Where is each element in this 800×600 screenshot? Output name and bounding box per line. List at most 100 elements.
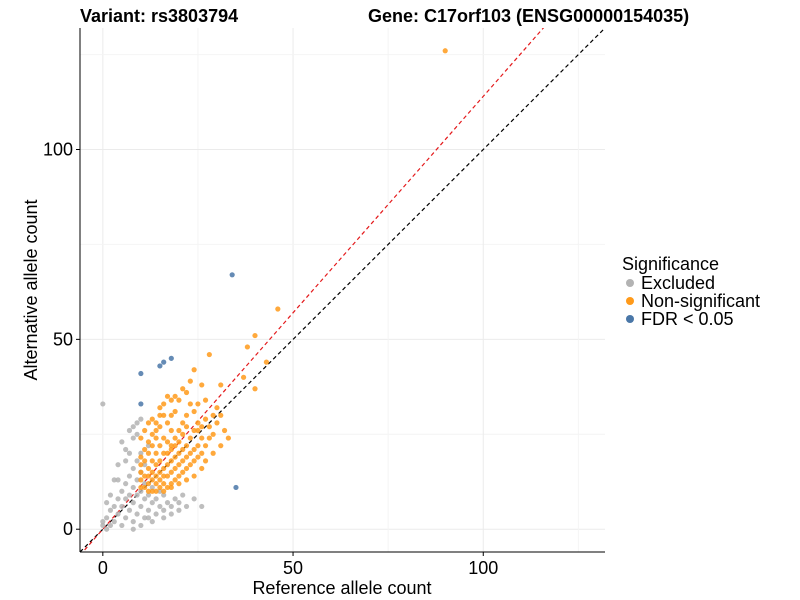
point-non-significant (172, 465, 178, 472)
point-non-significant (157, 405, 163, 411)
x-tick-label: 100 (468, 558, 498, 578)
point-non-significant (199, 382, 205, 388)
point-non-significant (202, 397, 209, 403)
point-excluded (130, 424, 136, 430)
point-excluded (180, 492, 186, 498)
point-non-significant (149, 488, 155, 494)
point-non-significant (168, 443, 174, 449)
point-non-significant (195, 420, 201, 426)
point-non-significant (157, 412, 163, 418)
point-fdr-0-05 (161, 359, 167, 365)
point-non-significant (161, 473, 167, 479)
point-non-significant (138, 484, 144, 491)
x-tick-label: 0 (98, 558, 108, 578)
point-fdr-0-05 (229, 272, 235, 278)
point-non-significant (206, 351, 212, 358)
point-non-significant (145, 420, 152, 426)
point-non-significant (176, 473, 182, 479)
point-non-significant (218, 412, 224, 418)
point-excluded (161, 515, 167, 521)
point-excluded (130, 500, 136, 506)
point-non-significant (206, 435, 212, 441)
point-non-significant (187, 435, 193, 441)
point-non-significant (138, 469, 144, 475)
point-excluded (111, 503, 117, 510)
point-non-significant (172, 393, 178, 399)
data-points (100, 48, 448, 532)
point-non-significant (187, 401, 193, 407)
point-non-significant (145, 488, 152, 494)
point-fdr-0-05 (138, 401, 144, 407)
point-non-significant (138, 454, 144, 460)
point-non-significant (149, 431, 155, 437)
point-non-significant (183, 412, 190, 418)
point-non-significant (153, 481, 159, 487)
point-non-significant (161, 412, 167, 418)
point-non-significant (176, 450, 182, 456)
point-non-significant (142, 473, 148, 479)
point-excluded (126, 507, 133, 513)
point-non-significant (221, 427, 228, 434)
point-non-significant (183, 443, 190, 449)
x-tick-label: 50 (283, 558, 303, 578)
y-axis-ticks: 0 50 100 (43, 140, 80, 539)
point-excluded (134, 420, 140, 426)
point-excluded (149, 484, 155, 491)
legend-swatch (626, 279, 634, 287)
point-excluded (115, 496, 121, 502)
point-excluded (126, 427, 133, 434)
legend-label: FDR < 0.05 (641, 309, 734, 329)
point-excluded (157, 503, 163, 510)
legend-swatch (626, 315, 634, 323)
point-non-significant (164, 420, 171, 426)
point-excluded (149, 519, 155, 525)
x-axis-title: Reference allele count (252, 578, 431, 598)
point-excluded (119, 488, 125, 494)
point-excluded (107, 507, 114, 513)
point-excluded (138, 416, 144, 422)
point-non-significant (187, 462, 193, 468)
point-non-significant (153, 450, 159, 456)
point-excluded (100, 522, 106, 529)
legend-label: Non-significant (641, 291, 760, 311)
point-excluded (123, 446, 129, 453)
x-axis-ticks: 0 50 100 (98, 552, 498, 578)
point-non-significant (142, 484, 148, 491)
point-non-significant (145, 473, 152, 479)
point-non-significant (172, 408, 178, 415)
point-non-significant (168, 397, 174, 403)
grid (80, 28, 605, 552)
y-tick-label: 100 (43, 140, 73, 160)
point-non-significant (161, 481, 167, 487)
point-non-significant (187, 450, 193, 456)
y-tick-label: 50 (53, 329, 73, 349)
point-excluded (100, 519, 106, 525)
point-non-significant (168, 427, 174, 434)
point-excluded (161, 492, 167, 498)
point-non-significant (252, 386, 258, 392)
point-excluded (168, 511, 174, 517)
point-non-significant (183, 465, 190, 472)
point-non-significant (153, 462, 159, 468)
reference-line-identity (80, 28, 605, 552)
point-non-significant (149, 477, 155, 483)
point-excluded (142, 481, 148, 487)
point-excluded (191, 496, 197, 502)
point-non-significant (199, 424, 205, 430)
point-excluded (142, 496, 148, 502)
point-non-significant (145, 450, 152, 456)
point-non-significant (161, 435, 167, 441)
point-excluded (145, 443, 152, 449)
point-non-significant (214, 420, 220, 426)
point-excluded (161, 507, 167, 513)
point-excluded (138, 450, 144, 456)
point-excluded (157, 488, 163, 494)
point-excluded (176, 507, 182, 513)
point-non-significant (138, 435, 144, 441)
point-non-significant (161, 450, 167, 456)
point-non-significant (202, 458, 209, 464)
point-non-significant (244, 344, 250, 350)
point-excluded (123, 458, 129, 464)
point-non-significant (180, 458, 186, 464)
point-non-significant (168, 484, 174, 491)
